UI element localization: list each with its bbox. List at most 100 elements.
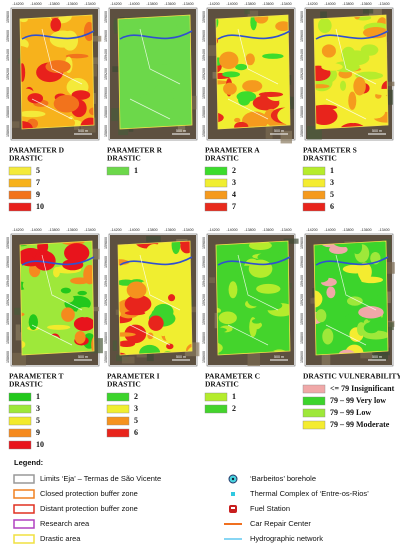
map-x-label: -13400 [280,228,291,232]
drastic-outline [19,14,95,130]
map-x-label: -14200 [208,2,219,6]
satellite-patch [146,236,161,242]
class-patch [126,281,147,299]
class-patch [53,95,80,113]
class-patch [321,44,336,58]
class-patch [359,276,384,284]
legend-label: 6 [330,202,334,211]
legend-label: 5 [36,166,40,175]
legend-label: <= 79 Insignificant [330,384,395,393]
legend-item: Car Repair Center [250,519,311,528]
scale-label: 500 m [372,129,382,133]
class-patch [71,90,91,100]
map-y-label: 159400 [6,49,10,61]
map-y-label: 159000 [300,87,304,99]
class-patch [27,93,44,104]
class-patch [171,45,189,55]
map-y-label: 158600 [6,351,10,363]
class-patch [326,286,336,299]
map-x-label: -13800 [146,228,157,232]
legend-item: Research area [40,519,90,528]
satellite-patch [209,277,216,284]
map-y-label: 159000 [6,87,10,99]
panel-subtitle: DRASTIC [107,380,141,389]
legend-label: 2 [232,404,236,413]
class-patch [63,294,74,303]
class-patch [348,276,363,295]
legend-swatch [8,440,32,450]
map-y-label: 159400 [104,49,108,61]
class-patch [355,71,384,80]
class-patch [344,103,362,124]
class-patch [216,80,229,85]
map-y-label: 158600 [300,351,304,363]
satellite-patch [244,9,250,15]
drastic-outline [19,240,95,356]
legend-item: Thermal Complex of ‘Entre-os-Rios’ [250,489,369,498]
class-patch [216,333,238,340]
river [217,30,291,40]
class-patch [187,16,192,21]
class-patch [236,91,257,102]
map-y-label: 159200 [300,68,304,80]
class-patch [315,246,327,263]
legend-label: 2 [232,166,236,175]
satellite-patch [283,238,299,244]
class-patch [242,111,269,129]
class-patch [145,72,162,87]
legend-swatch [204,202,228,212]
satellite-patch [247,350,261,366]
legend-swatch [8,190,32,200]
class-patch [129,44,138,53]
class-patch [175,273,192,293]
scale-label: 500 m [78,129,88,133]
class-patch [50,15,60,23]
map-x-label: -13600 [262,228,273,232]
map-x-label: -14200 [306,2,317,6]
road [129,28,181,120]
map-y-label: 159200 [300,294,304,306]
satellite-patch [280,130,292,144]
satellite-patch [14,307,22,315]
class-patch [124,294,152,314]
legend-swatch [204,166,228,176]
class-patch [147,332,154,340]
legend-label: 6 [134,428,138,437]
legend-swatch [302,190,326,200]
legend-swatch [8,404,32,414]
class-patch [118,43,128,55]
legend-swatch [8,392,32,402]
map-y-label: 159200 [202,294,206,306]
map-y-label: 158600 [104,351,108,363]
class-patch [315,309,327,323]
legend-title: Legend: [14,458,43,467]
map-x-label: -13800 [48,228,59,232]
drastic-outline [117,14,193,130]
legend-swatch [8,416,32,426]
legend-swatch [302,166,326,176]
legend-symbol [13,504,35,514]
class-patch [317,18,332,34]
map-x-label: -14000 [128,2,139,6]
legend-swatch [8,202,32,212]
class-patch [363,105,386,119]
class-patch [50,18,62,32]
river [21,30,95,40]
road [325,254,377,346]
map-x-label: -14000 [128,228,139,232]
class-patch [73,316,94,332]
class-patch [34,250,56,271]
legend-label: 9 [36,190,40,199]
satellite-patch [88,248,100,260]
map-y-label: 158600 [300,125,304,137]
map-x-label: -13600 [164,228,175,232]
class-patch [35,299,48,305]
river [217,256,291,266]
class-patch [222,71,241,78]
panel-subtitle: DRASTIC [107,154,141,163]
class-patch [168,294,176,302]
drastic-area [216,15,290,129]
legend-swatch [302,396,326,406]
class-patch [60,287,71,294]
class-patch [265,275,285,286]
